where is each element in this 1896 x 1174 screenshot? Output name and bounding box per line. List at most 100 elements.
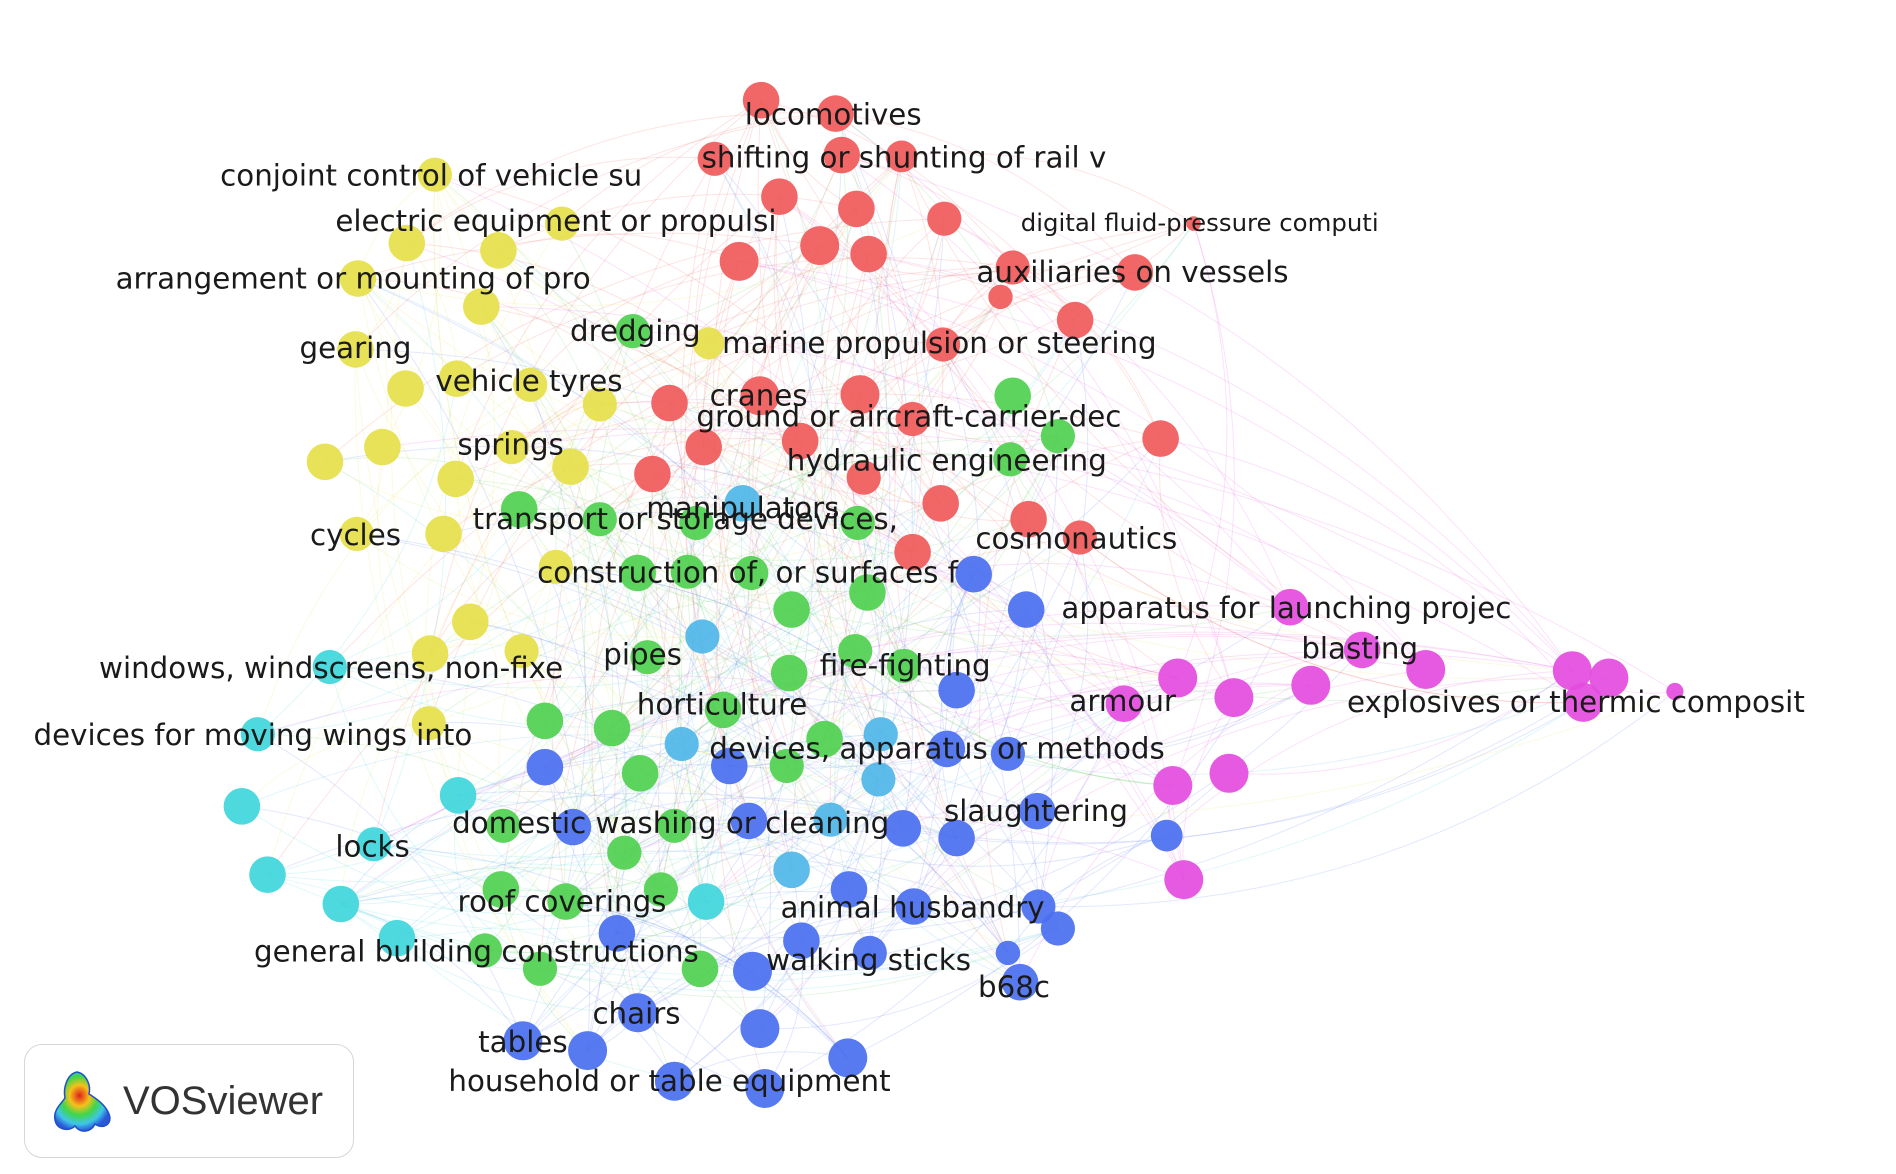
network-node[interactable]	[990, 736, 1025, 771]
network-node[interactable]	[1666, 682, 1684, 701]
network-node[interactable]	[1150, 819, 1183, 852]
network-node[interactable]	[356, 827, 391, 862]
node-label[interactable]: armour	[1069, 684, 1177, 718]
network-node[interactable]	[1158, 658, 1198, 698]
network-node[interactable]	[643, 872, 679, 907]
network-node[interactable]	[364, 428, 401, 466]
network-node[interactable]	[1271, 588, 1309, 626]
network-node[interactable]	[240, 717, 275, 752]
network-node[interactable]	[439, 777, 477, 814]
network-node[interactable]	[582, 387, 617, 422]
network-node[interactable]	[838, 190, 875, 228]
network-node[interactable]	[783, 922, 820, 959]
network-node[interactable]	[634, 455, 671, 493]
network-node[interactable]	[730, 802, 768, 840]
network-node[interactable]	[500, 491, 538, 528]
node-label[interactable]: domestic washing or cleaning	[452, 806, 889, 840]
network-node[interactable]	[1343, 631, 1381, 669]
network-node[interactable]	[800, 226, 840, 266]
network-node[interactable]	[850, 235, 887, 273]
node-label[interactable]: devices, apparatus or methods	[709, 732, 1165, 766]
network-node[interactable]	[745, 1069, 785, 1108]
network-node[interactable]	[322, 885, 360, 923]
network-node[interactable]	[1164, 860, 1204, 900]
network-node[interactable]	[685, 428, 722, 466]
network-node[interactable]	[554, 808, 592, 846]
network-node[interactable]	[838, 634, 873, 669]
network-node[interactable]	[618, 993, 658, 1033]
network-node[interactable]	[552, 448, 589, 486]
network-node[interactable]	[1021, 889, 1056, 924]
node-label[interactable]: dredging	[570, 314, 701, 348]
network-node[interactable]	[846, 460, 881, 495]
node-label[interactable]: devices for moving wings into	[34, 718, 473, 752]
node-label[interactable]: locomotives	[745, 98, 922, 132]
network-node[interactable]	[740, 1009, 780, 1049]
network-node[interactable]	[823, 136, 860, 174]
node-label[interactable]: b68c	[978, 970, 1050, 1004]
network-node[interactable]	[1153, 766, 1193, 805]
network-node[interactable]	[724, 485, 762, 522]
network-node[interactable]	[463, 288, 500, 325]
node-label[interactable]: cranes	[710, 379, 808, 413]
network-node[interactable]	[425, 515, 462, 553]
network-node[interactable]	[692, 327, 725, 360]
network-node[interactable]	[1589, 658, 1629, 698]
network-node[interactable]	[388, 224, 426, 262]
network-node[interactable]	[654, 1061, 694, 1101]
network-node[interactable]	[740, 376, 780, 416]
network-node[interactable]	[840, 505, 875, 540]
network-node[interactable]	[621, 755, 659, 792]
node-label[interactable]: conjoint control of vehicle su	[220, 159, 642, 193]
network-node[interactable]	[687, 883, 725, 920]
node-label[interactable]: slaughtering	[944, 794, 1128, 828]
network-node[interactable]	[1018, 792, 1056, 830]
network-node[interactable]	[1007, 591, 1045, 628]
network-node[interactable]	[817, 95, 854, 132]
network-node[interactable]	[1010, 500, 1047, 538]
network-node[interactable]	[886, 648, 922, 683]
network-node[interactable]	[1105, 685, 1143, 722]
node-label[interactable]: blasting	[1301, 632, 1418, 666]
network-node[interactable]	[339, 516, 374, 552]
network-node[interactable]	[681, 950, 719, 988]
network-node[interactable]	[926, 327, 961, 362]
network-node[interactable]	[378, 919, 416, 957]
network-node[interactable]	[1001, 963, 1039, 1001]
node-label[interactable]: roof coverings	[458, 884, 667, 918]
network-node[interactable]	[1291, 665, 1331, 705]
network-node[interactable]	[312, 649, 347, 685]
network-node[interactable]	[437, 460, 475, 498]
network-node[interactable]	[411, 706, 446, 741]
node-label[interactable]: construction of, or surfaces f	[537, 556, 958, 590]
network-node[interactable]	[761, 178, 798, 215]
network-node[interactable]	[734, 555, 769, 591]
network-node[interactable]	[852, 935, 887, 971]
network-node[interactable]	[504, 634, 539, 669]
network-node[interactable]	[884, 810, 922, 847]
node-label[interactable]: tables	[478, 1025, 567, 1059]
network-node[interactable]	[593, 709, 631, 747]
network-node[interactable]	[513, 367, 548, 402]
network-node[interactable]	[704, 691, 742, 729]
network-node[interactable]	[938, 819, 975, 857]
network-node[interactable]	[1040, 419, 1075, 454]
network-node[interactable]	[773, 851, 810, 889]
network-node[interactable]	[1563, 682, 1603, 722]
network-node[interactable]	[894, 533, 931, 571]
network-node[interactable]	[339, 260, 377, 297]
network-node[interactable]	[615, 314, 650, 349]
network-node[interactable]	[1116, 254, 1154, 291]
network-node[interactable]	[828, 1038, 868, 1078]
network-node[interactable]	[522, 951, 558, 986]
network-node[interactable]	[664, 726, 699, 762]
network-node[interactable]	[486, 808, 521, 843]
node-label[interactable]: fire-fighting	[820, 649, 991, 683]
network-node[interactable]	[895, 888, 933, 925]
network-node[interactable]	[544, 206, 580, 241]
network-node[interactable]	[938, 671, 975, 709]
network-node[interactable]	[955, 555, 992, 593]
network-node[interactable]	[679, 505, 714, 540]
network-node[interactable]	[1214, 678, 1254, 718]
node-label[interactable]: windows, windscreens, non-fixe	[99, 651, 563, 685]
